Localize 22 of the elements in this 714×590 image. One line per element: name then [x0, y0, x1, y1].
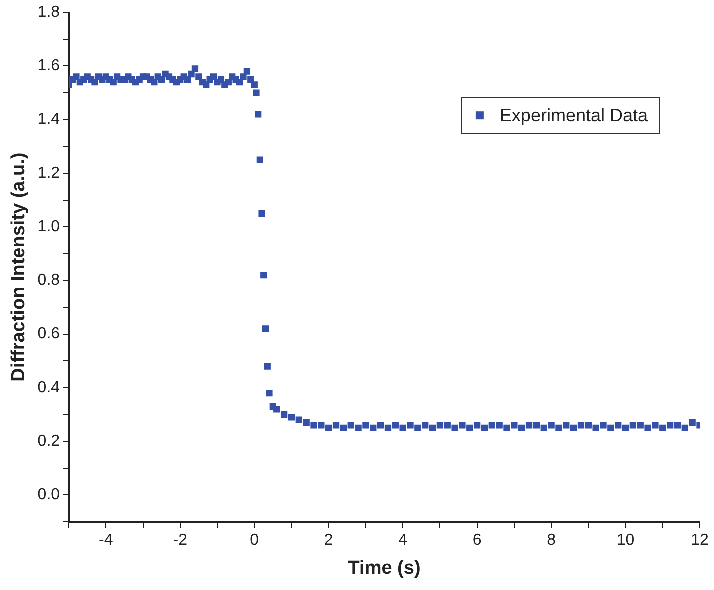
x-axis-title: Time (s): [348, 558, 421, 579]
y-tick-label: 1.6: [38, 58, 60, 75]
x-tick-label: -2: [173, 532, 188, 550]
y-tick-label: 0.8: [38, 272, 60, 290]
y-tick-label: 1.4: [38, 111, 60, 128]
legend-label: Experimental Data: [500, 106, 649, 126]
y-tick-label: 1.8: [38, 4, 60, 22]
x-tick-label: 10: [616, 532, 635, 550]
x-tick-label: 2: [324, 532, 334, 550]
y-tick-label: 0.2: [38, 432, 60, 450]
y-tick-label: 0.0: [38, 486, 60, 504]
y-tick-label: 1.2: [38, 164, 60, 182]
y-tick-label: 1.0: [38, 218, 60, 236]
y-axis-title: Diffraction Intensity (a.u.): [8, 152, 30, 382]
x-tick-label: 6: [472, 532, 482, 550]
x-tick-label: -4: [99, 532, 114, 550]
y-tick-label: 0.6: [38, 326, 60, 343]
x-tick-label: 8: [547, 532, 556, 550]
x-tick-label: 12: [691, 532, 709, 550]
x-tick-label: 0: [250, 532, 260, 550]
y-tick-label: 0.4: [38, 379, 60, 396]
x-tick-label: 4: [398, 532, 408, 550]
